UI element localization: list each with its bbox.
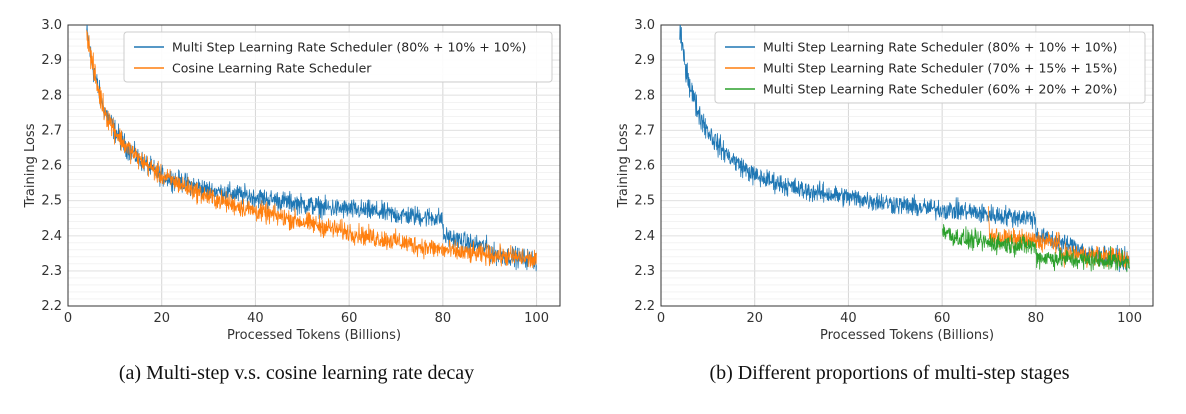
y-tick-label: 2.7	[634, 123, 655, 138]
y-tick-label: 2.2	[634, 299, 655, 314]
x-tick-label: 100	[1117, 311, 1142, 326]
y-tick-label: 2.3	[41, 264, 62, 279]
plot-frame	[660, 24, 1154, 307]
y-tick-label: 2.8	[41, 88, 62, 103]
x-tick-label: 60	[341, 311, 358, 326]
x-tick-label: 40	[247, 311, 264, 326]
y-tick-label: 2.6	[634, 159, 655, 174]
legend: Multi Step Learning Rate Scheduler (80% …	[714, 31, 1146, 104]
y-tick-label: 2.4	[634, 229, 655, 244]
y-tick-label: 2.2	[41, 299, 62, 314]
x-tick-label: 80	[1028, 311, 1045, 326]
chart-panel-b: 0 20 40 60 80 100 2.2 2.3 2.4 2.5 2.6 2.7 2.8 2.9 3.0 P…	[593, 0, 1186, 414]
legend-label: Multi Step Learning Rate Scheduler (60% …	[763, 82, 1117, 97]
x-tick-label: 0	[657, 311, 665, 326]
y-tick-label: 2.9	[634, 53, 655, 68]
y-tick-label: 2.4	[41, 229, 62, 244]
x-tick-label: 80	[435, 311, 452, 326]
caption-b: (b) Different proportions of multi-step …	[709, 362, 1070, 384]
series-line	[86, 30, 537, 269]
caption-a: (a) Multi-step v.s. cosine learning rate…	[118, 362, 475, 384]
y-tick-label: 3.0	[41, 18, 62, 33]
series-line	[942, 223, 1130, 273]
x-axis-label: Processed Tokens (Billions)	[227, 328, 401, 343]
x-tick-label: 0	[64, 311, 72, 326]
chart-panel-a: 0 20 40 60 80 100 2.2 2.3 2.4 2.5 2.6 2.7 2.8 2.9 3.0 P…	[23, 18, 561, 384]
y-tick-label: 2.3	[634, 264, 655, 279]
y-tick-label: 2.8	[634, 88, 655, 103]
legend-box	[123, 31, 553, 83]
y-tick-label: 2.5	[41, 194, 62, 209]
legend-box	[714, 31, 1146, 104]
y-axis-label: Training Loss	[616, 123, 631, 208]
x-tick-label: 20	[746, 311, 763, 326]
legend: Multi Step Learning Rate Scheduler (80% …	[123, 31, 553, 83]
legend-label: Multi Step Learning Rate Scheduler (80% …	[172, 40, 526, 55]
legend-label: Cosine Learning Rate Scheduler	[172, 61, 372, 76]
chart-b: 0 20 40 60 80 100 2.2 2.3 2.4 2.5 2.6 2.7 2.8 2.9 3.0 P…	[616, 18, 1154, 343]
x-tick-label: 20	[153, 311, 170, 326]
x-tick-label: 40	[840, 311, 857, 326]
plot-frame	[67, 24, 561, 307]
x-axis-label: Processed Tokens (Billions)	[820, 328, 994, 343]
y-axis-label: Training Loss	[23, 123, 38, 208]
y-tick-label: 3.0	[634, 18, 655, 33]
y-tick-label: 2.7	[41, 123, 62, 138]
chart-a: 0 20 40 60 80 100 2.2 2.3 2.4 2.5 2.6 2.7 2.8 2.9 3.0 P…	[23, 18, 561, 343]
y-tick-label: 2.9	[41, 53, 62, 68]
legend-label: Multi Step Learning Rate Scheduler (70% …	[763, 61, 1117, 76]
x-tick-label: 100	[524, 311, 549, 326]
y-tick-label: 2.6	[41, 159, 62, 174]
y-tick-label: 2.5	[634, 194, 655, 209]
x-tick-label: 60	[934, 311, 951, 326]
legend-label: Multi Step Learning Rate Scheduler (80% …	[763, 40, 1117, 55]
